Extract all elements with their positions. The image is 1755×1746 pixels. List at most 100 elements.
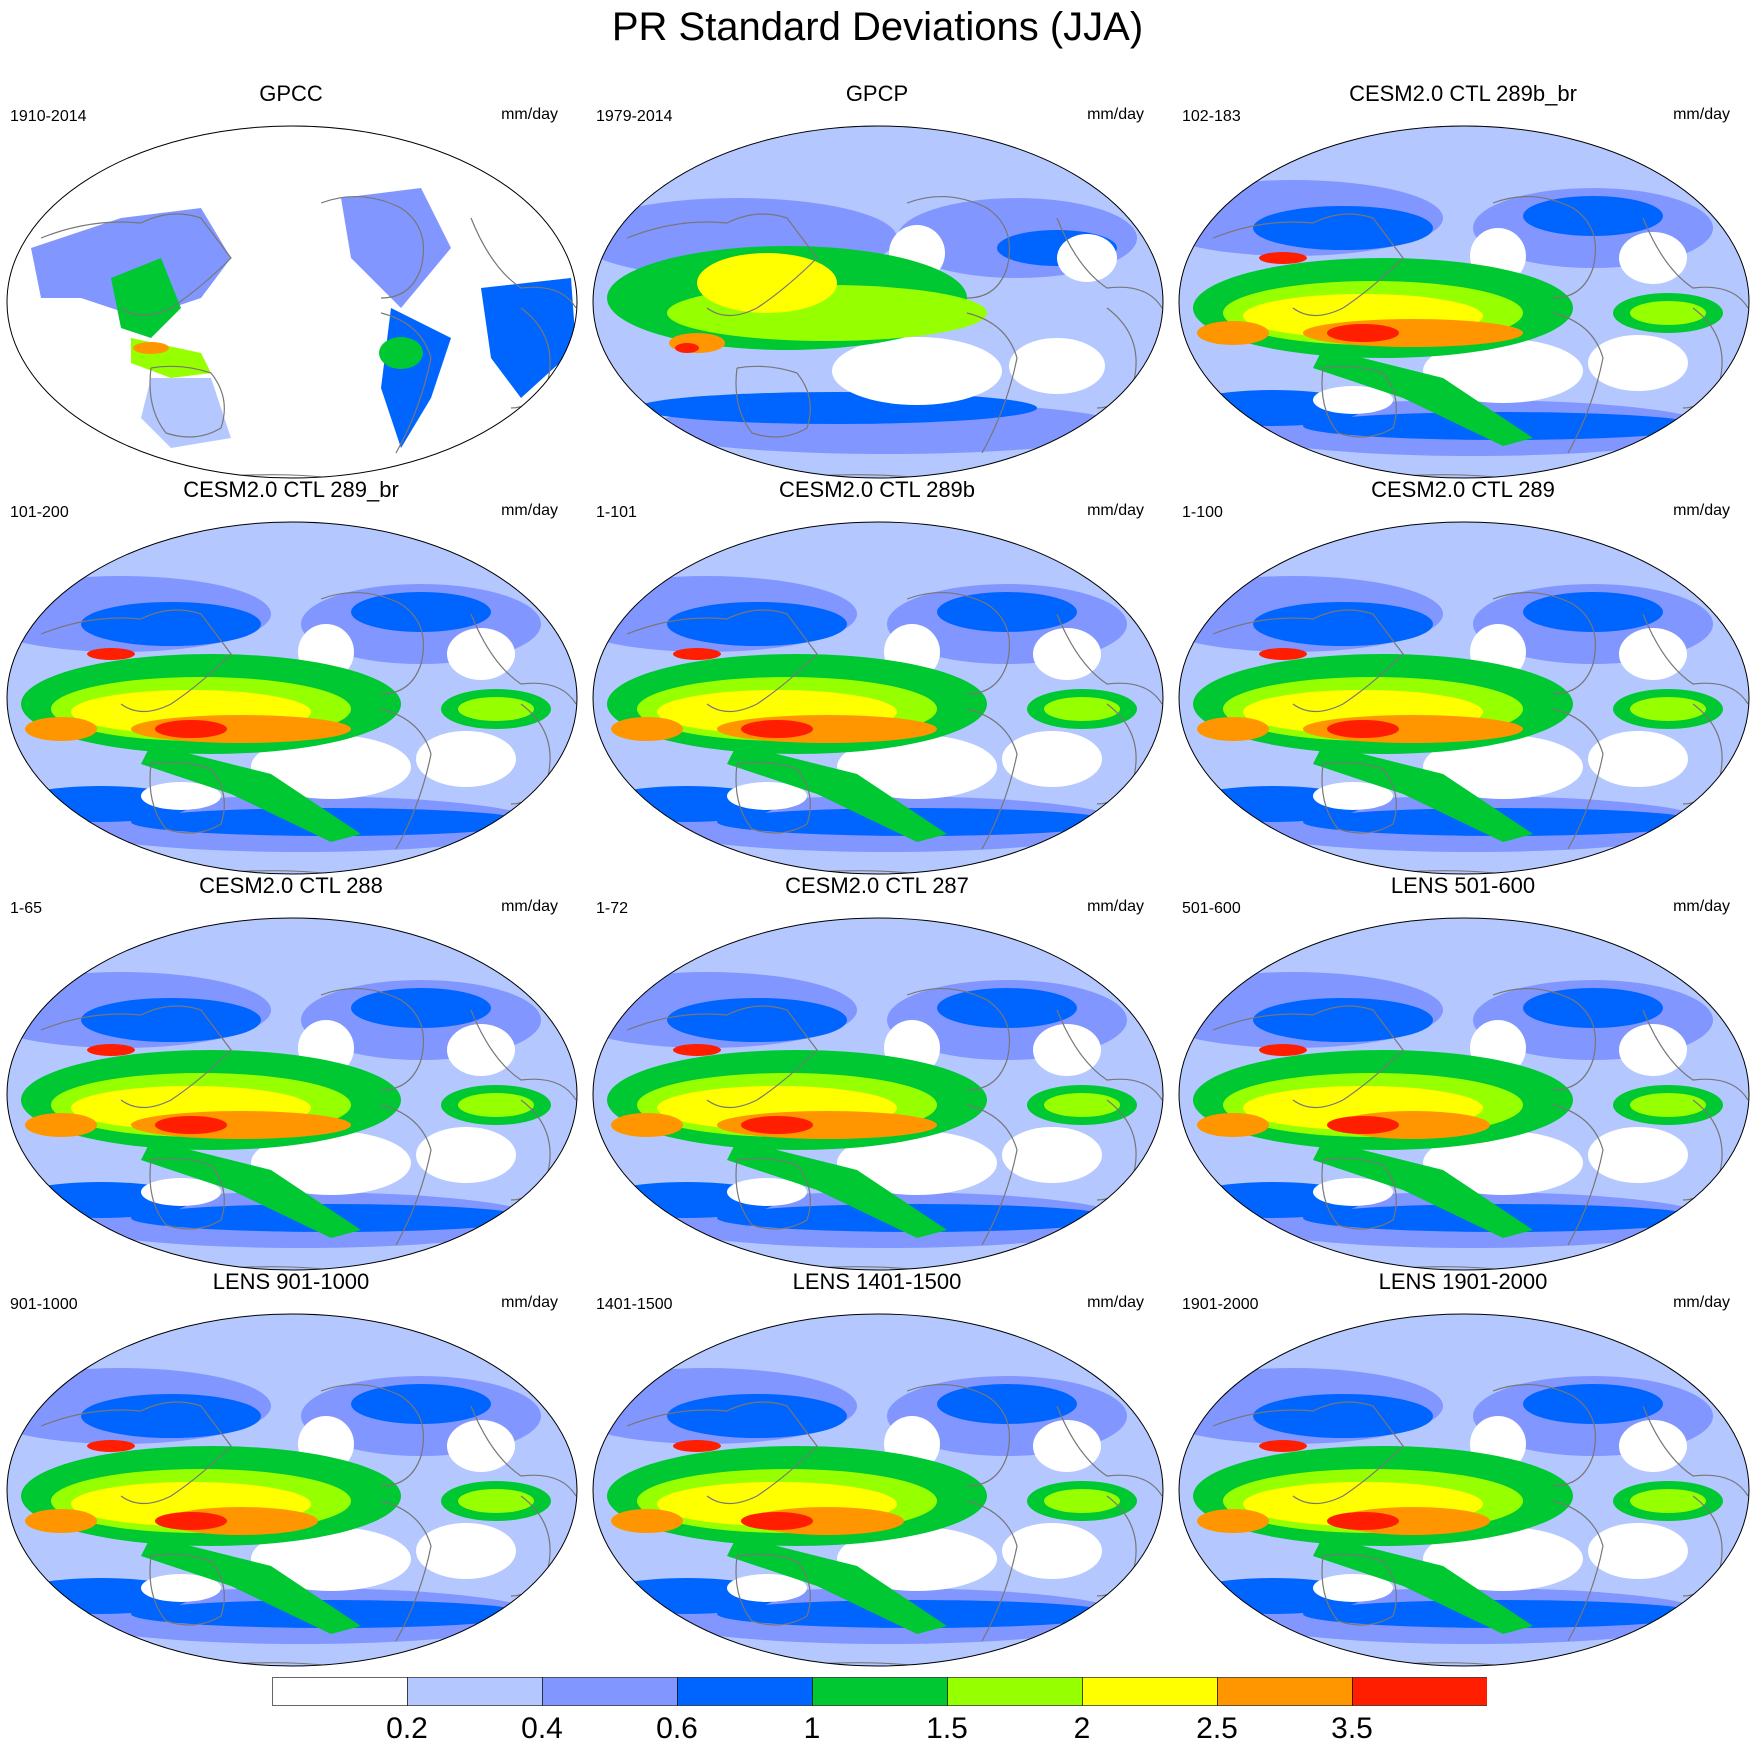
panel-units: mm/day [1087,106,1144,123]
dry-region [1423,1131,1583,1195]
atlantic-itcz-inner [458,697,534,721]
land-precip-region [481,278,576,398]
storm-track-core [1253,1394,1433,1438]
map-border [1178,125,1750,479]
map-field [593,1314,1163,1666]
max-variability [155,1512,227,1530]
dry-region [1423,1527,1583,1591]
panel-units: mm/day [1087,1294,1144,1311]
colorbar-box [272,1677,408,1706]
monsoon-max [1259,648,1307,660]
monsoon-region [697,253,837,313]
coastline [1552,1104,1604,1246]
dry-region [1033,1024,1101,1076]
coastline [906,988,1011,1091]
coastline [1552,1500,1604,1642]
map-panel: LENS 1901-2000 1901-2000 mm/day [1172,1268,1754,1667]
storm-track-core [937,988,1077,1028]
coastline [626,1401,818,1505]
monsoon-max [1259,252,1307,264]
dry-region [1002,1127,1102,1183]
spcz-band [1313,348,1533,446]
coastline [735,1157,811,1230]
indian-ocean-core [611,717,683,741]
map-plot [592,917,1164,1271]
coastline [1321,1157,1397,1230]
panel-years: 102-183 [1182,108,1241,125]
coastline [1056,1405,1163,1497]
storm-track-core [667,998,847,1042]
map-border [6,917,578,1271]
coastline [1212,609,1404,713]
indian-ocean-core [611,1113,683,1137]
atlantic-itcz-inner [1044,697,1120,721]
panel-years: 1-100 [1182,504,1223,521]
panel-title: CESM2.0 CTL 289 [1371,477,1555,502]
atlantic-itcz-inner [1044,1093,1120,1117]
coastline [149,1157,225,1230]
storm-track-core [937,592,1077,632]
max-variability [741,1512,813,1530]
atlantic-itcz-inner [1630,301,1706,325]
panel-title: GPCC [259,81,323,106]
max-variability [1327,1512,1399,1530]
map-panel: GPCC 1910-2014 mm/day [0,80,582,479]
panel-units: mm/day [1673,502,1730,519]
spcz-band [141,1536,361,1634]
panel-title: CESM2.0 CTL 289b [778,477,976,502]
colorbar-box [1082,1677,1218,1706]
panel-years: 101-200 [10,504,69,521]
atlantic-itcz-inner [1630,1093,1706,1117]
dry-region [837,735,997,799]
coastline [320,1384,425,1487]
monsoon-max [87,1440,135,1452]
max-variability [155,1116,227,1134]
map-border [592,521,1164,875]
storm-track-core [351,592,491,632]
panel-years: 901-1000 [10,1296,78,1313]
storm-track-core [667,1394,847,1438]
dry-region [832,337,1002,405]
panel-title: LENS 1401-1500 [792,1269,962,1294]
map-plot [6,1313,578,1667]
indian-ocean-core [1197,1113,1269,1137]
colorbar-box [1352,1677,1487,1706]
panel-years: 1-72 [596,900,629,917]
panel-title: GPCP [845,81,909,106]
indian-ocean-core [25,1113,97,1137]
coastline [40,1005,232,1109]
map-field [1179,1314,1749,1666]
coastline [1492,1384,1597,1487]
storm-track-core [1253,206,1433,250]
storm-track-core [637,392,1037,424]
dry-region [251,1527,411,1591]
panel-years: 501-600 [1182,900,1241,917]
indian-ocean-core [1197,717,1269,741]
dry-region [1619,232,1687,284]
coastline [1321,761,1397,834]
panel-units: mm/day [1087,898,1144,915]
coastline [735,1553,811,1626]
coastline [906,1384,1011,1487]
coastline [1212,213,1404,317]
dry-region [1009,338,1105,394]
storm-track-core [351,988,491,1028]
map-plot [592,1313,1164,1667]
dry-region [1588,1523,1688,1579]
map-panel: CESM2.0 CTL 289 1-100 mm/day [1172,476,1754,875]
dry-region [141,1574,221,1602]
panel-title: CESM2.0 CTL 287 [785,873,969,898]
dry-region [1588,1127,1688,1183]
map-field [593,522,1163,874]
land-precip-region [341,188,451,308]
colorbar-box [812,1677,948,1706]
coastline [40,1401,232,1505]
coastline [470,1405,577,1497]
monsoon-max [1259,1440,1307,1452]
coastline [40,609,232,713]
dry-region [1057,234,1117,282]
coastline [1552,312,1604,454]
dry-region [1002,1523,1102,1579]
panel-years: 1-65 [10,900,43,917]
atlantic-itcz-inner [1630,1489,1706,1513]
